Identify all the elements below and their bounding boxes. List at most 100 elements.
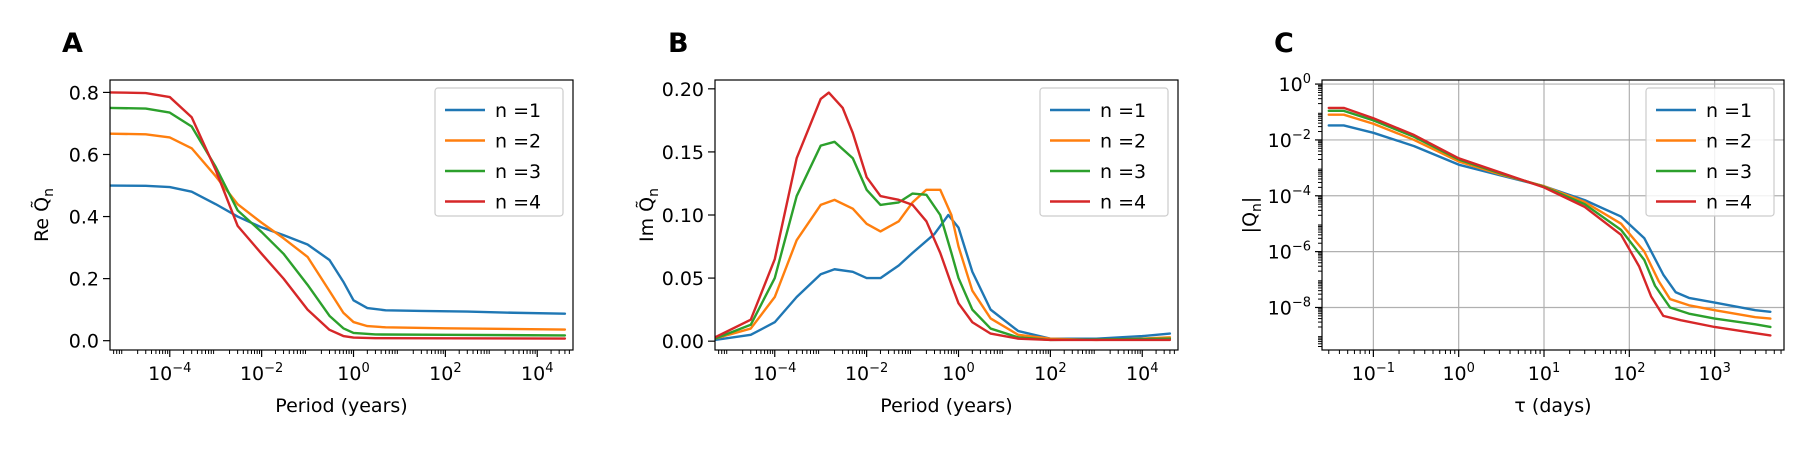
series-line-n4 (1327, 106, 1772, 337)
x-tick-label-base: 10 (521, 363, 545, 385)
x-tick-label-exponent: 2 (453, 361, 461, 376)
x-tick-label: 102 (429, 361, 461, 385)
x-tick-label-exponent: 2 (1058, 361, 1066, 376)
x-tick-label-base: 10 (1034, 363, 1058, 385)
x-tick-label: 104 (1126, 361, 1158, 385)
series-line-n2 (110, 132, 567, 331)
series-line-n3 (715, 140, 1172, 342)
legend: n =1 n =2 n =3 n =4 (1645, 87, 1775, 217)
series-group (110, 91, 567, 340)
x-tick-label-exponent: 4 (545, 361, 553, 376)
series-line-n4 (715, 91, 1172, 342)
x-tick-label-base: 10 (337, 363, 361, 385)
y-tick-label-base: 10 (1268, 186, 1292, 208)
y-tick-label-exponent: 0 (1303, 72, 1311, 87)
x-tick-label-base: 10 (753, 363, 777, 385)
y-tick-label: 0.4 (69, 207, 99, 229)
y-tick-label: 0.20 (662, 79, 704, 101)
y-tick-label: 0.05 (662, 268, 704, 290)
x-tick-label-exponent: −2 (869, 361, 888, 376)
legend-box (434, 87, 564, 217)
y-tick-label-exponent: −8 (1292, 295, 1311, 310)
y-axis-label-subscript: n (41, 188, 57, 197)
y-tick-label-exponent: −2 (1292, 128, 1311, 143)
y-axis-label: Im Q̃n (636, 188, 662, 242)
x-tick-label: 10−4 (148, 361, 191, 385)
series-line-n3 (1327, 109, 1772, 329)
x-tick-label-exponent: −4 (777, 361, 796, 376)
y-tick-label: 0.00 (662, 331, 704, 353)
legend-label-n2: n =2 (1706, 131, 1752, 153)
y-axis-label-main: Im Q̃ (636, 197, 658, 242)
x-tick-label-base: 10 (845, 363, 869, 385)
x-tick-label-exponent: −1 (1376, 361, 1395, 376)
x-tick-label: 100 (1442, 361, 1474, 385)
x-tick-label: 102 (1034, 361, 1066, 385)
legend-label-n3: n =3 (1706, 161, 1752, 183)
x-tick-label-base: 10 (240, 363, 264, 385)
x-axis-label: τ (days) (1514, 395, 1591, 417)
y-axis-label-suffix: | (1239, 197, 1261, 203)
legend-label-n1: n =1 (1706, 100, 1752, 122)
x-tick-label-base: 10 (1698, 363, 1722, 385)
x-tick-label: 102 (1613, 361, 1645, 385)
x-tick-label-exponent: −4 (172, 361, 191, 376)
panel-letter: B (668, 28, 689, 59)
y-tick-label: 10−4 (1268, 184, 1311, 208)
x-tick-label-exponent: 2 (1637, 361, 1645, 376)
y-tick-label: 0.8 (69, 82, 99, 104)
x-tick-label-exponent: 0 (1467, 361, 1475, 376)
x-tick-label-base: 10 (1613, 363, 1637, 385)
x-tick-label: 104 (521, 361, 553, 385)
x-tick-label-exponent: 0 (966, 361, 974, 376)
legend: n =1 n =2 n =3 n =4 (1039, 87, 1169, 217)
y-tick-label-base: 10 (1268, 130, 1292, 152)
series-group (715, 91, 1172, 342)
y-axis-label-main: |Q (1239, 212, 1261, 233)
series-line-n3 (110, 106, 567, 337)
y-tick-label: 0.6 (69, 144, 99, 166)
panel-b: B10−4 10−2 100 102 1040.000.050.100.150.20Pe… (636, 28, 1179, 417)
x-tick-label-base: 10 (942, 363, 966, 385)
x-tick-label: 10−4 (753, 361, 796, 385)
series-line-n2 (1327, 113, 1772, 320)
legend-label-n4: n =4 (495, 192, 541, 214)
legend-label-n3: n =3 (495, 161, 541, 183)
y-tick-label-exponent: −6 (1292, 240, 1311, 255)
legend-box (1039, 87, 1169, 217)
x-tick-label: 10−2 (845, 361, 888, 385)
y-axis-label-main: Re Q̃ (31, 197, 53, 242)
x-tick-label-exponent: 3 (1723, 361, 1731, 376)
series-line-n1 (1327, 124, 1772, 313)
x-tick-label-base: 10 (1442, 363, 1466, 385)
x-tick-label: 10−1 (1352, 361, 1395, 385)
y-tick-label: 10−2 (1268, 128, 1311, 152)
y-tick-label: 10−6 (1268, 240, 1311, 264)
x-tick-label-base: 10 (148, 363, 172, 385)
x-tick-label: 100 (942, 361, 974, 385)
y-axis-label-subscript: n (1249, 203, 1265, 212)
x-tick-label-base: 10 (1126, 363, 1150, 385)
y-axis-label: |Qn| (1239, 197, 1265, 234)
x-tick-label-exponent: −2 (264, 361, 283, 376)
y-tick-label: 0.2 (69, 269, 99, 291)
legend-label-n1: n =1 (495, 100, 541, 122)
panel-a: A10−4 10−2 100 102 1040.00.20.40.60.8Period … (31, 28, 574, 417)
y-tick-label-base: 10 (1268, 242, 1292, 264)
x-tick-label-base: 10 (1352, 363, 1376, 385)
y-axis-label-subscript: n (646, 188, 662, 197)
x-axis-label: Period (years) (880, 395, 1012, 417)
series-line-n1 (110, 184, 567, 315)
x-tick-label: 101 (1528, 361, 1560, 385)
legend: n =1 n =2 n =3 n =4 (434, 87, 564, 217)
y-tick-label: 0.15 (662, 142, 704, 164)
series-line-n1 (715, 213, 1172, 342)
y-tick-label: 10−8 (1268, 295, 1311, 319)
axes-frame (109, 79, 574, 351)
legend-label-n4: n =4 (1706, 192, 1752, 214)
x-tick-label-exponent: 0 (361, 361, 369, 376)
y-axis-label: Re Q̃n (31, 188, 57, 242)
x-tick-label: 10−2 (240, 361, 283, 385)
